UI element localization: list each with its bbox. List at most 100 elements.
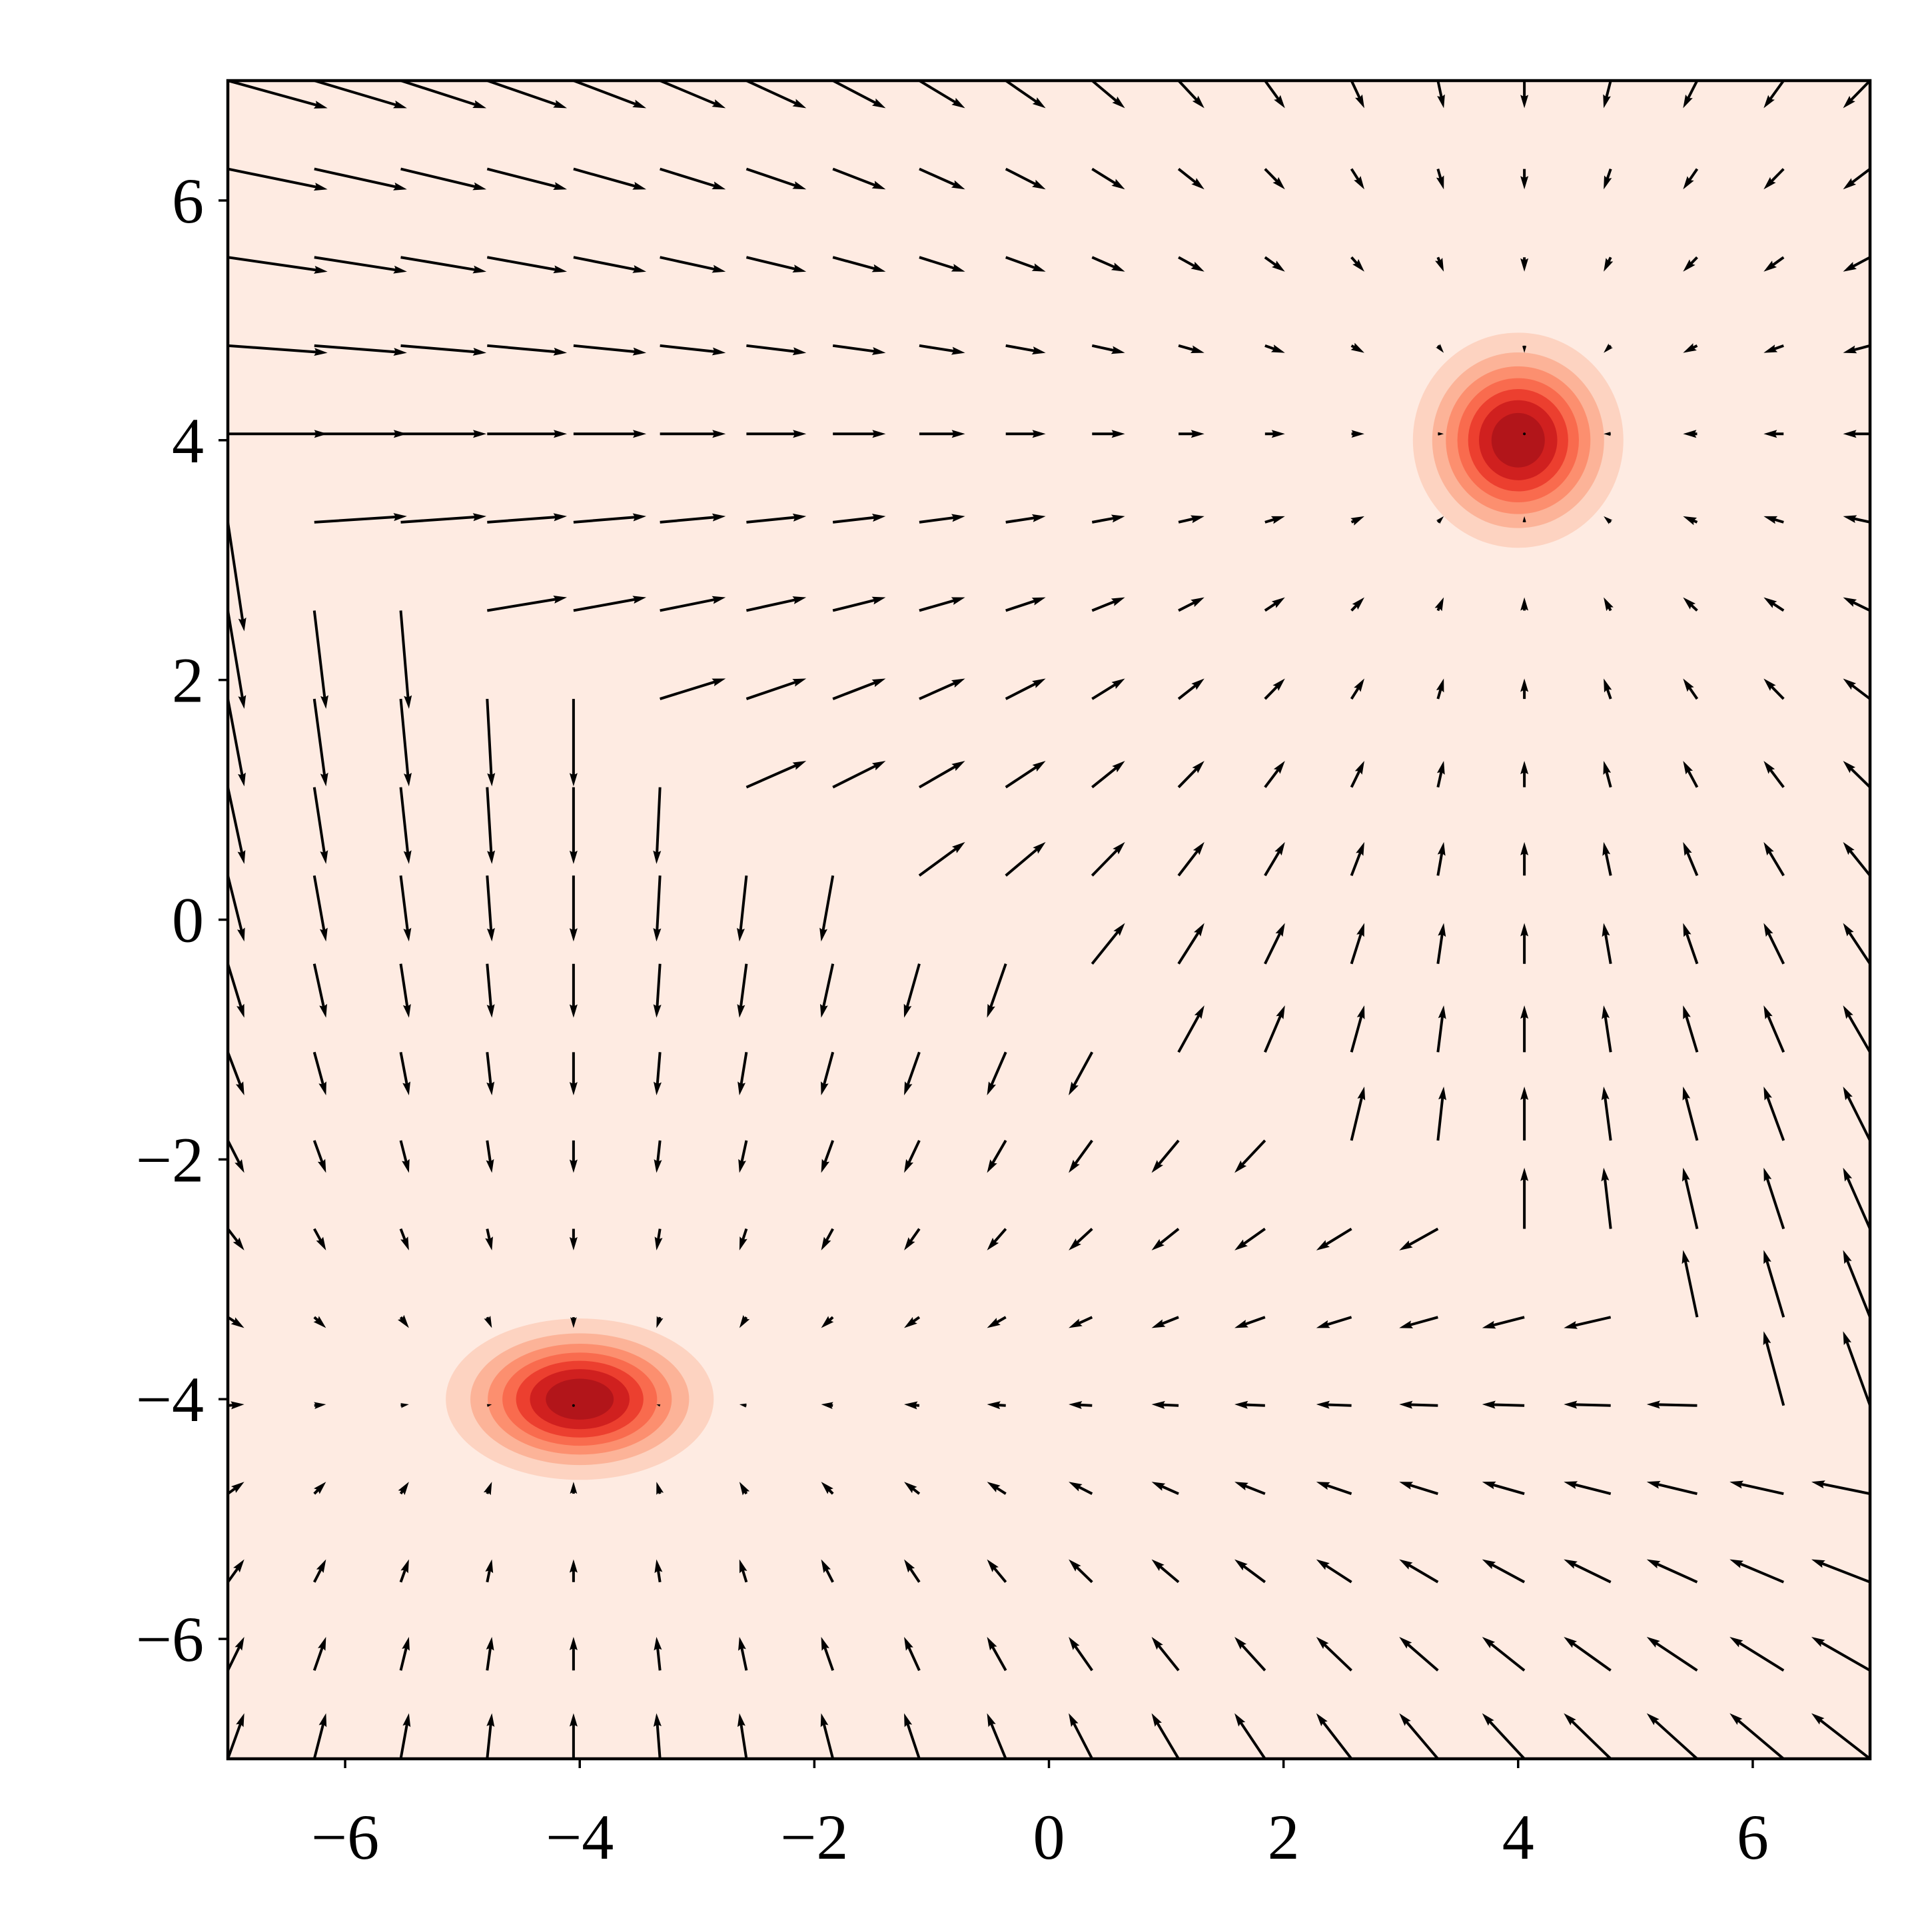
arrow — [1683, 597, 1698, 612]
arrow — [1682, 1167, 1699, 1229]
arrow — [1091, 344, 1125, 354]
arrow — [1482, 1637, 1526, 1672]
arrow — [832, 678, 886, 700]
arrow — [1177, 81, 1205, 109]
y-tick-label: 6 — [172, 165, 204, 237]
arrow — [312, 1713, 327, 1759]
arrow — [1234, 1482, 1266, 1496]
arrow — [1522, 345, 1527, 353]
arrow — [1843, 761, 1870, 789]
arrow — [919, 678, 965, 700]
arrow — [904, 1713, 921, 1759]
arrow — [1683, 678, 1699, 700]
arrow — [570, 1317, 577, 1328]
arrow — [573, 81, 647, 109]
arrow — [739, 1314, 750, 1328]
arrow — [745, 678, 807, 700]
x-tick-label: 2 — [1268, 1801, 1300, 1873]
arrow — [1811, 1480, 1870, 1496]
arrow — [987, 1316, 1007, 1328]
arrow — [400, 1403, 409, 1408]
arrow — [656, 1316, 664, 1328]
y-tick-label: −2 — [136, 1124, 204, 1195]
arrow — [569, 699, 578, 787]
arrow — [312, 1637, 326, 1672]
arrow — [1234, 1316, 1266, 1328]
arrow — [1350, 1005, 1365, 1053]
arrow — [1843, 841, 1870, 877]
contour-level — [1491, 412, 1545, 468]
arrow — [739, 1559, 748, 1583]
arrow — [1520, 678, 1529, 700]
arrow — [1234, 1400, 1265, 1409]
arrow — [1069, 1316, 1093, 1328]
arrow — [1234, 1713, 1266, 1759]
arrow — [659, 81, 726, 109]
arrow — [398, 1482, 409, 1496]
arrow — [1436, 841, 1446, 876]
arrow — [1482, 1316, 1525, 1329]
arrow — [228, 610, 246, 710]
arrow — [1729, 1559, 1785, 1584]
arrow — [660, 430, 726, 438]
arrow — [1091, 761, 1125, 789]
arrow — [1316, 1713, 1353, 1759]
y-tick-label: 2 — [172, 645, 204, 716]
arrow — [1351, 430, 1364, 438]
arrow — [573, 344, 647, 356]
arrow — [746, 513, 807, 524]
arrow — [1564, 1713, 1612, 1759]
arrow — [400, 344, 487, 356]
arrow — [1601, 1086, 1612, 1141]
arrow — [1234, 1227, 1266, 1250]
arrow — [653, 787, 662, 864]
arrow — [486, 1052, 495, 1096]
arrow — [832, 596, 886, 612]
arrow — [1646, 1559, 1698, 1584]
arrow — [228, 963, 244, 1018]
arrow — [654, 1637, 662, 1671]
arrow — [399, 1140, 410, 1173]
arrow — [314, 344, 407, 356]
arrow — [228, 787, 246, 864]
arrow — [821, 1559, 834, 1583]
arrow — [654, 1228, 663, 1250]
arrow — [312, 1140, 326, 1173]
arrow — [228, 1228, 244, 1250]
arrow — [987, 1637, 1007, 1672]
arrow — [821, 1051, 835, 1096]
arrow — [1843, 344, 1870, 354]
arrow — [1843, 1250, 1870, 1318]
arrow — [1811, 1713, 1870, 1759]
arrow — [1843, 81, 1870, 109]
arrow — [486, 1140, 494, 1173]
arrow — [1399, 1400, 1438, 1409]
arrow — [487, 344, 568, 356]
arrow — [1763, 1167, 1785, 1230]
arrow — [987, 1482, 1007, 1495]
arrow — [399, 698, 412, 787]
arrow — [486, 81, 568, 109]
arrow — [660, 513, 726, 524]
arrow — [1520, 81, 1529, 109]
arrow — [399, 875, 412, 942]
x-tick-label: −6 — [311, 1801, 379, 1873]
arrow — [1729, 1637, 1785, 1672]
arrow — [1234, 1139, 1266, 1173]
arrow — [832, 81, 886, 109]
arrow — [312, 1559, 326, 1583]
arrow — [569, 1559, 578, 1582]
arrow — [1151, 1316, 1179, 1328]
arrow — [1602, 841, 1612, 876]
arrow — [570, 1482, 578, 1494]
arrow — [987, 1559, 1007, 1584]
arrow — [738, 1637, 748, 1671]
arrow — [1436, 169, 1444, 190]
arrow — [1005, 430, 1046, 438]
arrow — [1264, 168, 1285, 190]
arrow — [397, 1314, 409, 1328]
arrow — [228, 81, 328, 109]
arrow — [1604, 516, 1613, 525]
arrow — [1234, 1559, 1266, 1584]
arrow — [653, 963, 662, 1018]
